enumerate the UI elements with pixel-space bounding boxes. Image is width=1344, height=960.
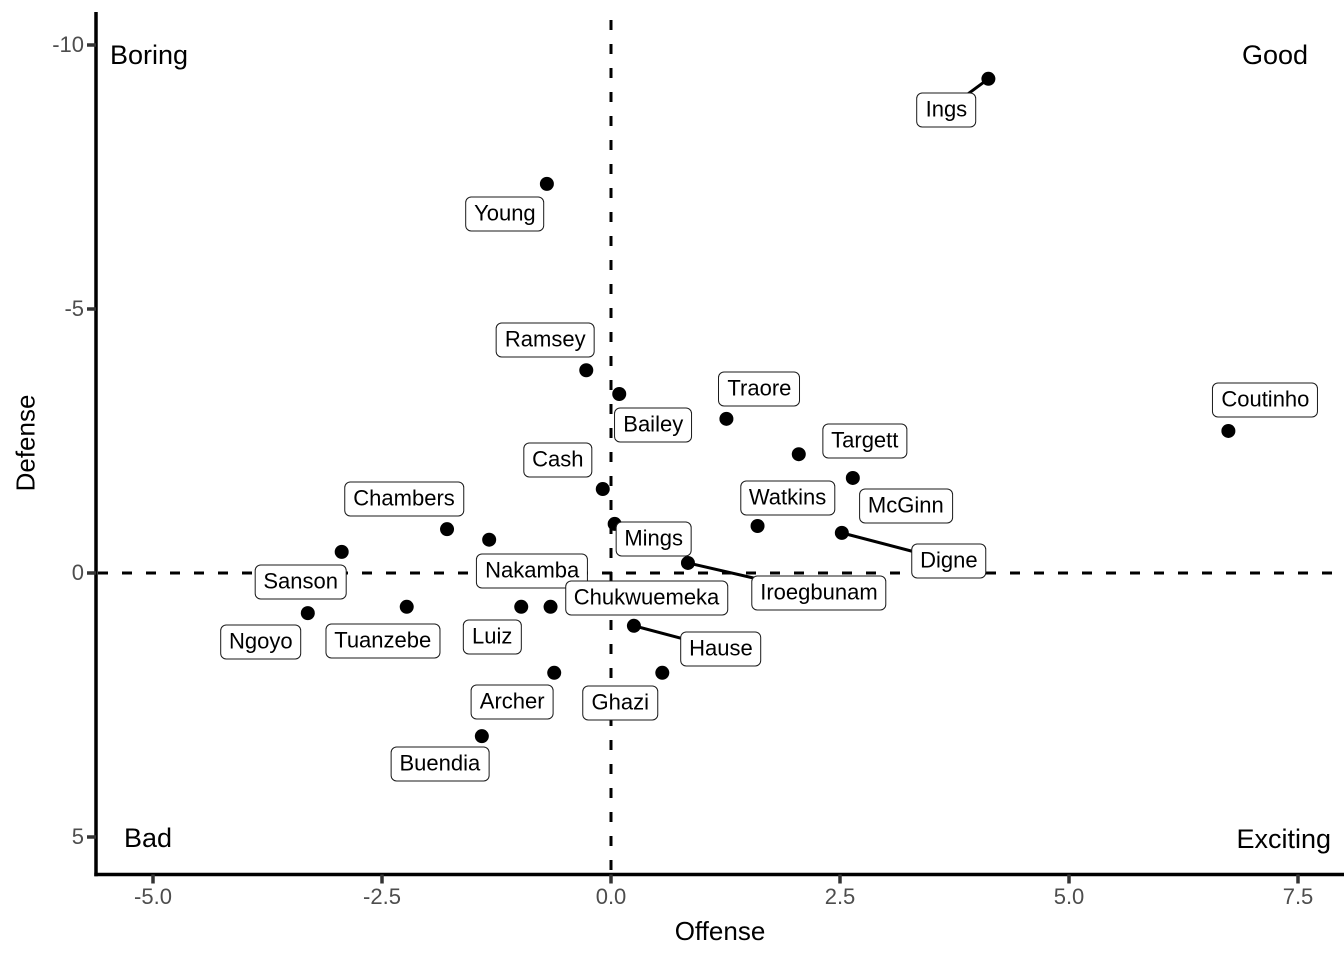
leader-line-ings — [944, 77, 990, 112]
data-point-bailey — [612, 387, 627, 402]
quadrant-label-bad: Bad — [124, 823, 173, 853]
data-point-sanson — [334, 544, 349, 559]
data-point-ngoyo — [300, 606, 315, 621]
data-point-digne — [834, 525, 849, 540]
data-point-cash — [595, 482, 610, 497]
quadrant-label-good: Good — [1241, 40, 1308, 70]
data-point-iroegbunam — [680, 555, 695, 570]
data-point-tuanzebe — [399, 599, 414, 614]
data-point-mings — [607, 516, 622, 531]
quadrant-label-boring: Boring — [110, 40, 189, 70]
leader-line-digne — [840, 531, 951, 563]
leader-line-iroegbunam — [686, 561, 821, 595]
quadrant-label-exciting: Exciting — [1236, 824, 1331, 854]
data-point-hause — [626, 618, 641, 633]
data-point-luiz — [514, 599, 529, 614]
data-point-chambers — [440, 522, 455, 537]
y-axis-title: Defense — [10, 394, 41, 492]
data-point-mcginn — [845, 470, 860, 485]
data-point-buendia — [474, 729, 489, 744]
x-axis-title: Offense — [674, 916, 766, 946]
data-point-coutinho — [1221, 423, 1236, 438]
data-point-watkins — [750, 519, 765, 534]
data-point-nakamba — [482, 532, 497, 547]
data-point-chukwuemeka — [543, 599, 558, 614]
data-point-archer — [547, 665, 562, 680]
data-point-ings — [981, 71, 996, 86]
data-point-ramsey — [579, 363, 594, 378]
data-point-ghazi — [655, 665, 670, 680]
data-point-traore — [719, 411, 734, 426]
data-point-young — [539, 176, 554, 191]
data-point-targett — [791, 447, 806, 462]
leader-line-hause — [632, 624, 723, 651]
